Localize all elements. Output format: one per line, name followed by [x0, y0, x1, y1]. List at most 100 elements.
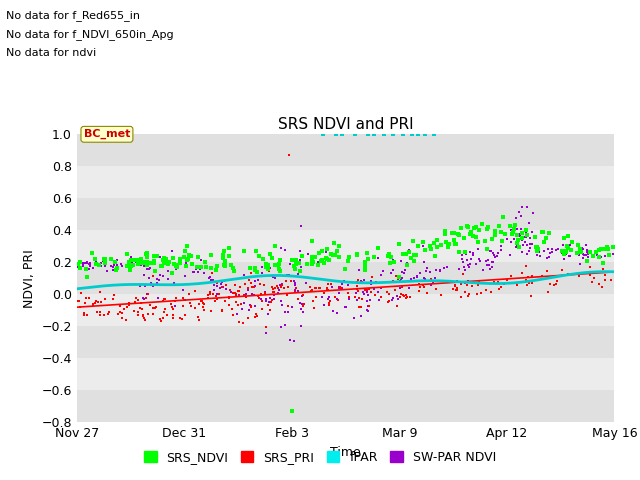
Point	[461, 281, 472, 288]
Point	[376, 271, 386, 279]
Point	[376, 284, 387, 291]
Point	[198, 299, 208, 307]
Point	[159, 296, 170, 303]
Point	[384, 298, 394, 305]
Point	[252, 268, 262, 276]
Point	[360, 258, 371, 265]
Point	[512, 231, 522, 239]
Point	[432, 243, 442, 251]
Point	[199, 270, 209, 277]
Point	[513, 237, 524, 245]
Point	[369, 291, 380, 299]
Point	[206, 251, 216, 259]
Point	[214, 291, 225, 299]
Point	[303, 250, 313, 257]
X-axis label: Time: Time	[330, 446, 361, 459]
Point	[536, 272, 547, 280]
Point	[122, 303, 132, 311]
Point	[157, 257, 168, 264]
Point	[512, 225, 522, 232]
Point	[250, 277, 260, 285]
Point	[128, 261, 138, 268]
Point	[99, 262, 109, 270]
Point	[159, 259, 169, 267]
Point	[96, 262, 106, 269]
Point	[239, 248, 249, 255]
Point	[584, 264, 595, 271]
Point	[85, 260, 95, 267]
Point	[138, 295, 148, 302]
Point	[81, 294, 91, 302]
Point	[267, 283, 277, 290]
Point	[489, 251, 499, 258]
Point	[156, 262, 166, 270]
Point	[344, 293, 354, 300]
Point	[250, 310, 260, 317]
Point	[124, 301, 134, 309]
Point	[547, 245, 557, 252]
Point	[178, 287, 188, 294]
Point	[268, 288, 278, 296]
Point	[435, 266, 445, 274]
Point	[129, 256, 139, 264]
Point	[527, 273, 537, 280]
Point	[280, 247, 290, 254]
Point	[474, 226, 484, 233]
Point	[406, 277, 417, 285]
Point	[525, 235, 536, 242]
Point	[582, 248, 593, 256]
Point	[463, 292, 473, 300]
Point	[349, 314, 359, 322]
Point	[273, 284, 284, 292]
Point	[149, 257, 159, 265]
Point	[395, 277, 405, 285]
Point	[106, 255, 116, 263]
Point	[193, 253, 203, 261]
Point	[257, 305, 267, 313]
Point	[84, 294, 94, 301]
Point	[352, 282, 362, 290]
Point	[293, 295, 303, 303]
Point	[596, 284, 607, 291]
Point	[290, 265, 300, 273]
Point	[403, 259, 413, 267]
Point	[193, 313, 204, 321]
Bar	[77, 390, 614, 422]
Point	[401, 250, 412, 257]
Point	[506, 239, 516, 246]
Point	[228, 264, 239, 272]
Point	[275, 266, 285, 274]
Point	[79, 309, 89, 317]
Bar	[77, 263, 614, 294]
Point	[573, 251, 584, 259]
Point	[154, 315, 164, 323]
Point	[414, 280, 424, 288]
Point	[573, 250, 584, 258]
Point	[333, 289, 344, 297]
Point	[99, 296, 109, 303]
Point	[212, 279, 222, 287]
Point	[139, 263, 149, 270]
Point	[525, 240, 535, 248]
Point	[422, 289, 432, 297]
Point	[336, 284, 346, 292]
Point	[121, 316, 131, 324]
Point	[532, 245, 543, 252]
Point	[157, 314, 168, 322]
Point	[399, 292, 410, 300]
Point	[355, 312, 365, 320]
Point	[465, 230, 476, 238]
Point	[204, 274, 214, 282]
Point	[261, 263, 271, 271]
Point	[522, 276, 532, 284]
Point	[516, 249, 527, 256]
Point	[246, 279, 256, 287]
Point	[291, 285, 301, 292]
Point	[559, 251, 569, 258]
Point	[532, 251, 542, 259]
Point	[199, 300, 209, 308]
Point	[297, 252, 307, 260]
Point	[223, 244, 234, 252]
Point	[493, 278, 503, 286]
Point	[538, 228, 548, 236]
